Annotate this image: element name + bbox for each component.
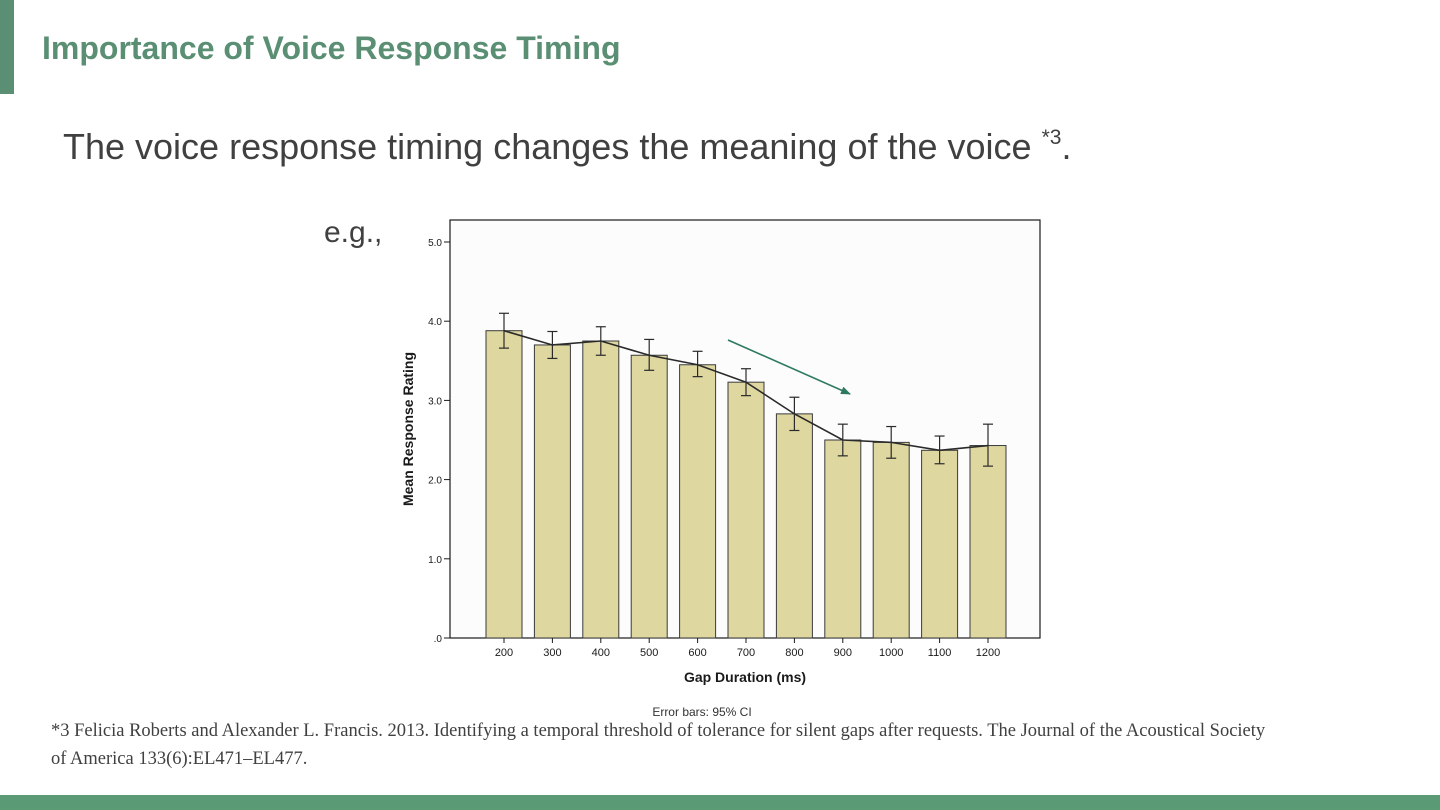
- y-tick-label: 3.0: [428, 396, 442, 407]
- title-accent-bar: [0, 0, 14, 94]
- trend-arrow: [727, 339, 851, 395]
- x-axis-label: Gap Duration (ms): [684, 669, 806, 685]
- bar-chart: .0 1.0 2.0 3.0 4.0 5.0 200 300 400 500 600 700 800 9…: [400, 219, 1041, 719]
- bar: [775, 413, 813, 639]
- bar: [679, 364, 717, 639]
- x-tick-label: 600: [688, 647, 706, 659]
- bar: [921, 449, 959, 639]
- x-axis: 200 300 400 500 600 700 800 900 1000 1100 1200: [495, 638, 1000, 659]
- y-tick-label: .0: [434, 634, 443, 645]
- x-tick-label: 400: [592, 647, 610, 659]
- footnote-line-1: *3 Felicia Roberts and Alexander L. Fran…: [51, 721, 1266, 741]
- statement-end: .: [1061, 126, 1072, 167]
- bar: [485, 330, 523, 639]
- x-tick-label: 800: [785, 647, 803, 659]
- bar: [872, 441, 910, 639]
- bar: [533, 344, 571, 639]
- x-tick-label: 900: [834, 647, 852, 659]
- x-tick-label: 1200: [976, 647, 1000, 659]
- error-bar-series: [499, 312, 993, 467]
- bottom-accent-bar: [0, 795, 1440, 810]
- statement-text: The voice response timing changes the me…: [63, 126, 1042, 167]
- y-tick-label: 2.0: [428, 476, 442, 487]
- y-tick-label: 5.0: [428, 238, 442, 249]
- bar: [969, 445, 1007, 639]
- x-tick-label: 1100: [928, 647, 952, 659]
- bar: [630, 354, 668, 639]
- slide-title: Importance of Voice Response Timing: [42, 30, 621, 66]
- statement: The voice response timing changes the me…: [63, 126, 1071, 168]
- y-axis-label: Mean Response Rating: [400, 352, 416, 506]
- bar: [727, 381, 765, 639]
- y-tick-label: 4.0: [428, 317, 442, 328]
- x-tick-label: 700: [737, 647, 755, 659]
- citation-ref: *3: [1041, 126, 1062, 149]
- citation-footnote: *3 Felicia Roberts and Alexander L. Fran…: [51, 717, 1391, 773]
- y-tick-label: 1.0: [428, 555, 442, 566]
- x-tick-label: 1000: [879, 647, 903, 659]
- example-label: e.g.,: [324, 216, 383, 249]
- bar: [824, 439, 862, 639]
- x-tick-label: 300: [543, 647, 561, 659]
- bar: [582, 340, 620, 639]
- y-axis: .0 1.0 2.0 3.0 4.0 5.0: [428, 238, 450, 645]
- mean-trend-line: [503, 329, 989, 452]
- error-bar-note: Error bars: 95% CI: [652, 705, 751, 719]
- x-tick-label: 500: [640, 647, 658, 659]
- x-tick-label: 200: [495, 647, 513, 659]
- footnote-line-2: of America 133(6):EL471–EL477.: [51, 749, 308, 769]
